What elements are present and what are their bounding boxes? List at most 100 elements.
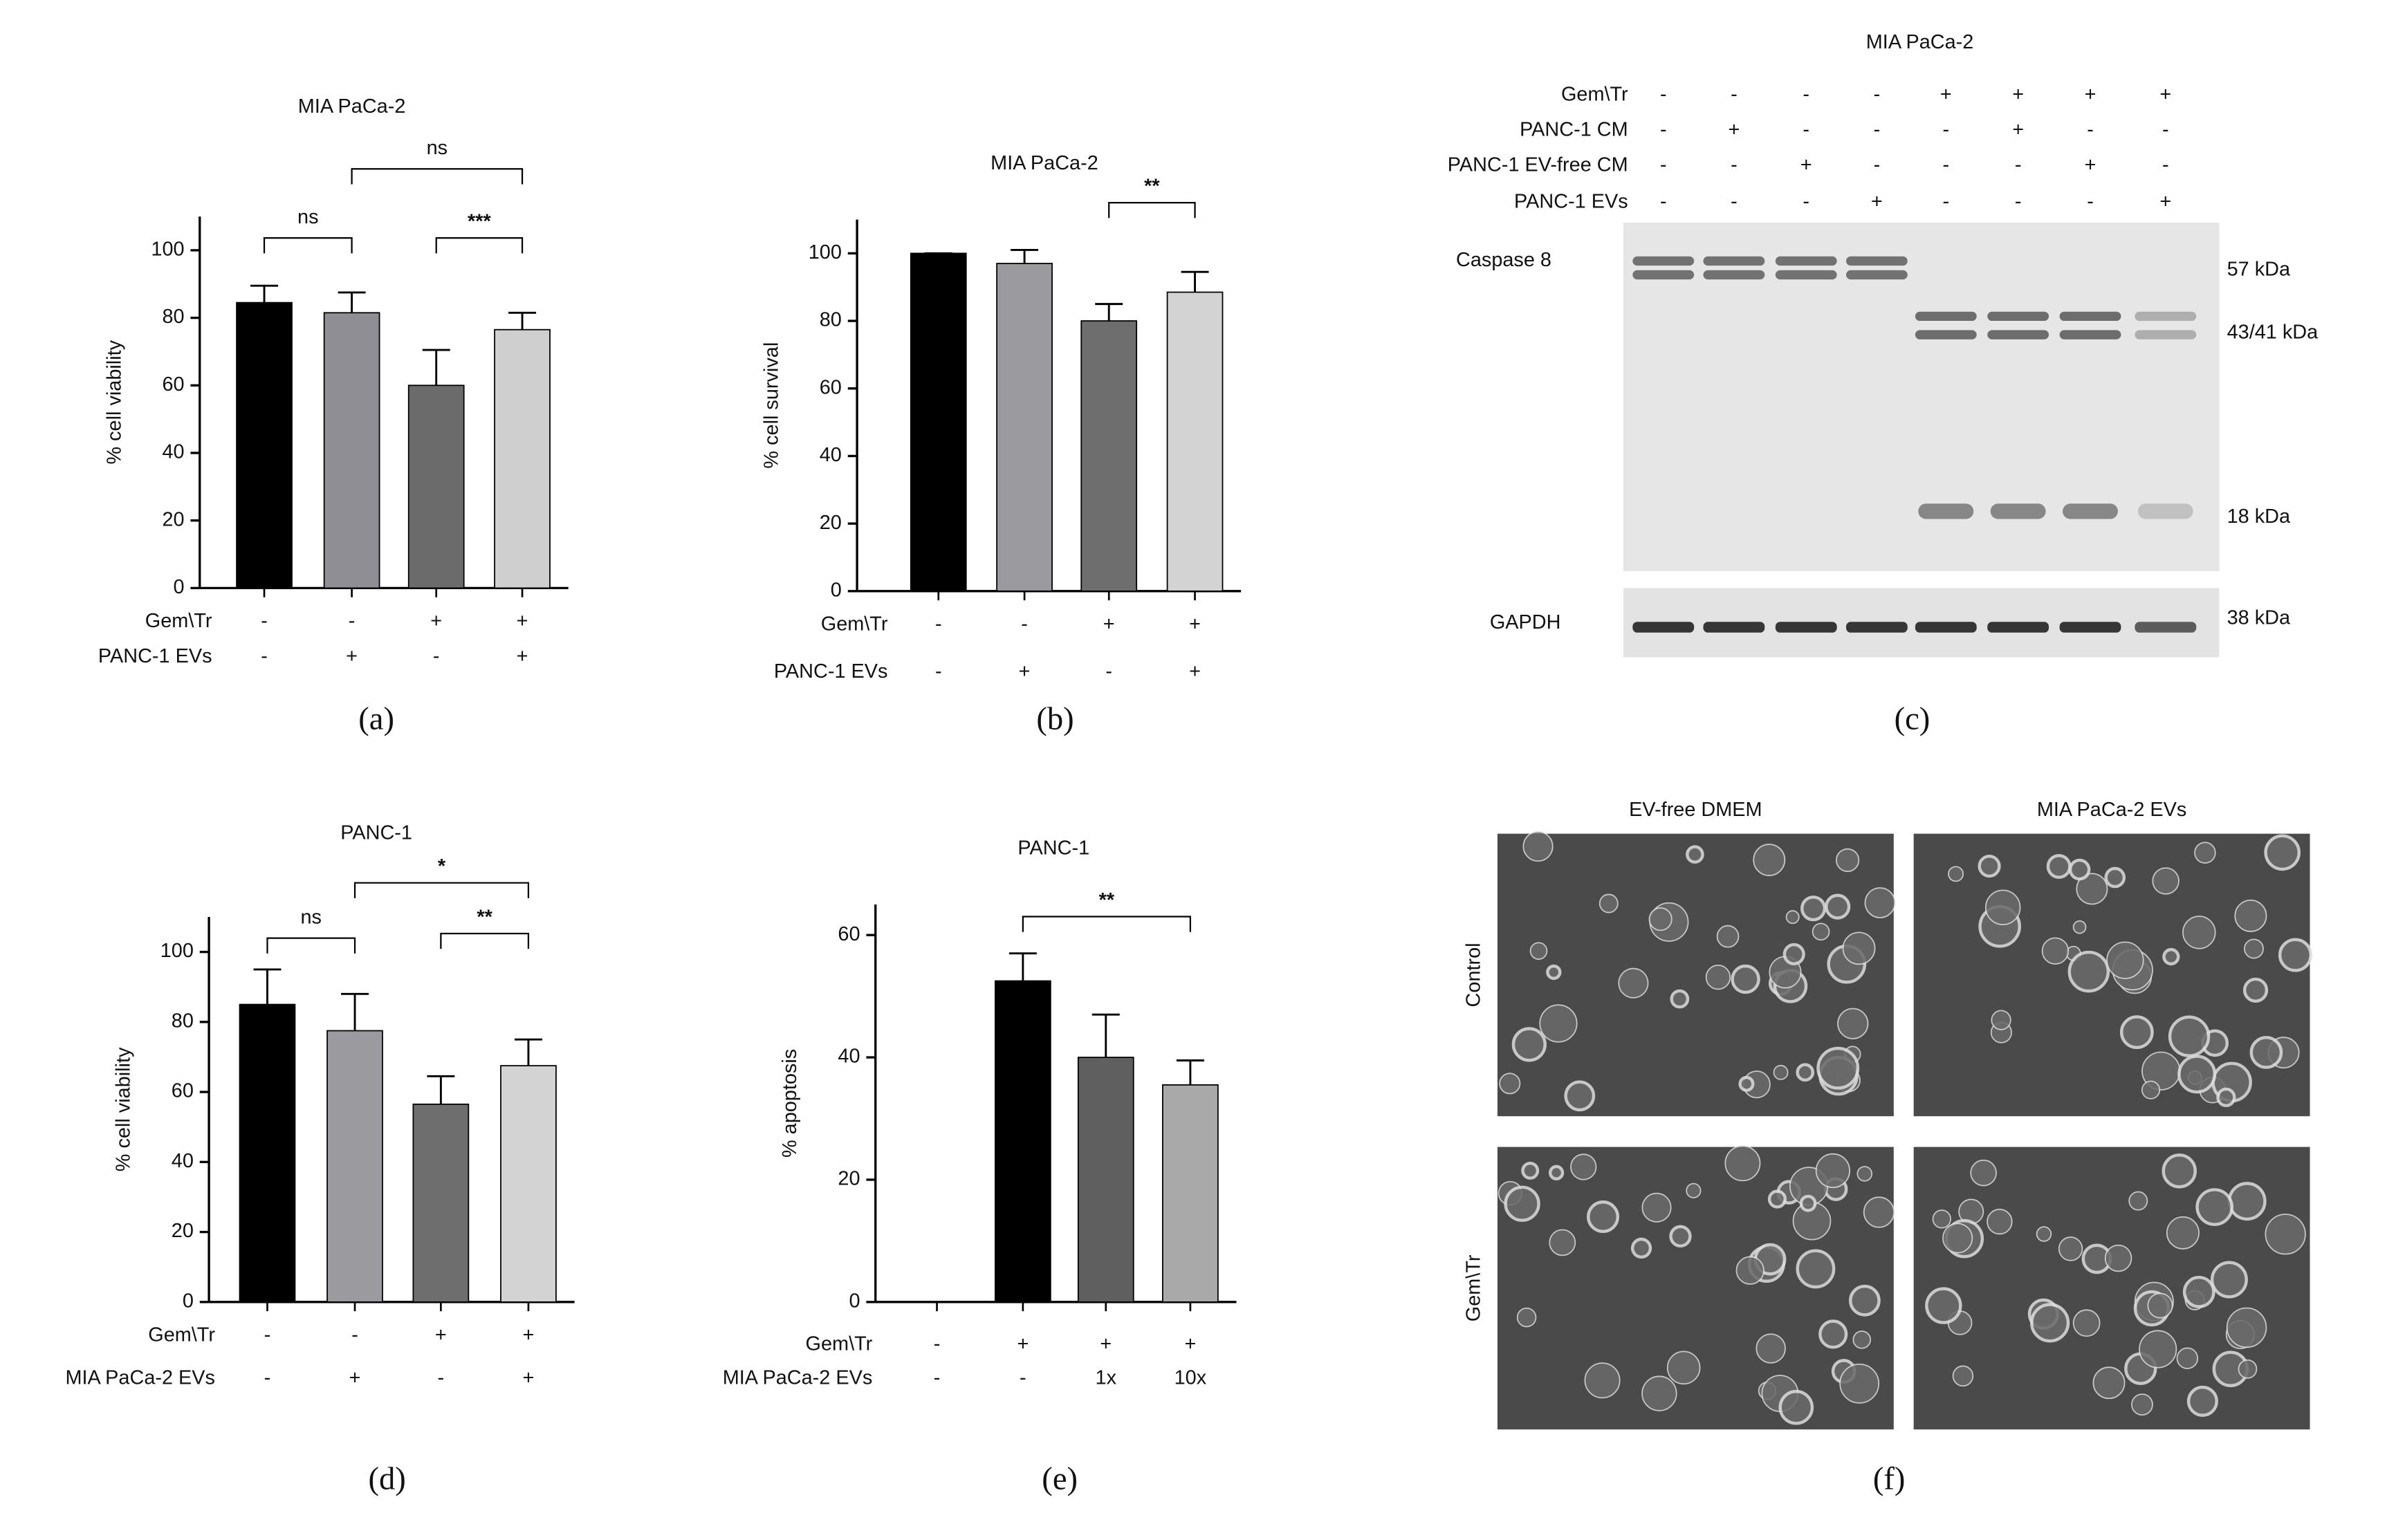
y-tick-label: 40 (838, 1046, 860, 1068)
error-bar (1095, 303, 1123, 322)
condition-mark: + (1019, 660, 1031, 683)
panel-label: (e) (1042, 1460, 1078, 1496)
cell (2030, 1303, 2070, 1343)
band (1845, 270, 1908, 280)
column-title: MIA PaCa-2 EVs (2037, 799, 2187, 821)
cell (2182, 1275, 2215, 1308)
panel-label: (c) (1895, 701, 1930, 736)
bar (996, 263, 1053, 592)
condition-label: PANC-1 EV-free CM (1448, 154, 1628, 176)
cell (1539, 1004, 1578, 1043)
cell (2104, 866, 2126, 889)
y-axis-label: % cell viability (103, 340, 125, 464)
band (2137, 503, 2193, 519)
condition-mark: - (1803, 118, 1809, 140)
significance-bracket (266, 937, 356, 954)
error-bar (253, 968, 282, 1005)
y-tick-label: 20 (162, 508, 184, 530)
cell (1686, 1182, 1702, 1198)
blot-label: GAPDH (1490, 611, 1561, 633)
y-tick-label: 0 (183, 1290, 194, 1312)
cell (2234, 899, 2267, 932)
cell (1753, 844, 1786, 876)
condition-mark: - (2015, 191, 2022, 213)
condition-mark: - (935, 660, 942, 683)
cell (1570, 1153, 1597, 1180)
bar (407, 384, 465, 589)
significance-label: ** (477, 906, 492, 928)
cell (2242, 977, 2269, 1003)
error-bar (1091, 1013, 1120, 1058)
cell (1511, 1027, 1547, 1062)
condition-mark: + (2159, 191, 2171, 213)
significance-label: ns (297, 206, 318, 228)
significance-label: ns (427, 137, 448, 159)
marker-label: 57 kDa (2227, 258, 2291, 280)
cell (2092, 1366, 2126, 1400)
cell (1587, 1200, 1620, 1234)
band (1703, 270, 1765, 280)
cell (1641, 1375, 1677, 1411)
cell (1716, 925, 1740, 948)
cell (2186, 1385, 2218, 1417)
blot-title: MIA PaCa-2 (1866, 31, 1974, 53)
panel-label: (b) (1036, 701, 1073, 736)
cell (1782, 943, 1805, 965)
cell (2147, 1292, 2173, 1319)
condition-mark: - (1660, 118, 1667, 140)
condition-mark: - (1660, 154, 1667, 176)
condition-mark: + (2012, 83, 2024, 105)
cell (1836, 848, 1860, 872)
band (2135, 311, 2197, 322)
significance-bracket (1022, 916, 1192, 932)
significance-bracket (435, 237, 524, 254)
cell (1564, 1080, 1596, 1112)
cell (2182, 916, 2216, 949)
y-tick-label: 40 (172, 1150, 194, 1172)
condition-label: Gem\Tr (148, 1324, 215, 1346)
significance-label: ** (1099, 889, 1115, 911)
band (1775, 622, 1837, 633)
y-tick-label: 0 (174, 576, 185, 598)
error-bar (250, 284, 279, 303)
panel-label: (d) (368, 1460, 405, 1496)
cell (2264, 834, 2301, 871)
cell (1815, 1153, 1851, 1189)
band (1915, 622, 1977, 633)
condition-mark: - (1874, 154, 1881, 176)
error-bar (422, 349, 450, 386)
cell (2249, 1036, 2283, 1069)
cell (2036, 1226, 2052, 1242)
condition-mark: - (1803, 83, 1809, 105)
band (1632, 256, 1695, 266)
cell (1818, 1319, 1848, 1349)
condition-mark: - (1020, 1366, 1026, 1389)
band (1987, 330, 2049, 340)
condition-label: MIA PaCa-2 EVs (65, 1366, 215, 1389)
error-bar (338, 291, 366, 313)
y-tick-label: 20 (820, 512, 842, 534)
condition-mark: - (261, 610, 268, 632)
cell (2194, 842, 2216, 864)
condition-mark: + (1728, 118, 1740, 140)
condition-mark: + (1189, 613, 1201, 635)
cell (2046, 854, 2072, 879)
condition-label: Gem\Tr (806, 1333, 873, 1355)
y-tick-label: 60 (838, 923, 860, 945)
significance-bracket (351, 168, 524, 185)
band (1990, 503, 2046, 519)
condition-mark: + (1100, 1333, 1112, 1355)
significance-label: ** (1144, 176, 1160, 198)
column-title: EV-free DMEM (1629, 799, 1762, 821)
significance-bracket (353, 882, 530, 898)
error-bar (1181, 270, 1209, 293)
condition-mark: - (1660, 83, 1667, 105)
y-axis-label: % cell viability (113, 1047, 135, 1171)
significance-label: * (438, 855, 446, 878)
marker-label: 38 kDa (2227, 606, 2291, 629)
condition-mark: - (2087, 118, 2094, 140)
significance-label: *** (468, 211, 491, 233)
cell (1598, 893, 1619, 913)
condition-mark: - (1874, 118, 1881, 140)
condition-mark: + (523, 1366, 535, 1389)
